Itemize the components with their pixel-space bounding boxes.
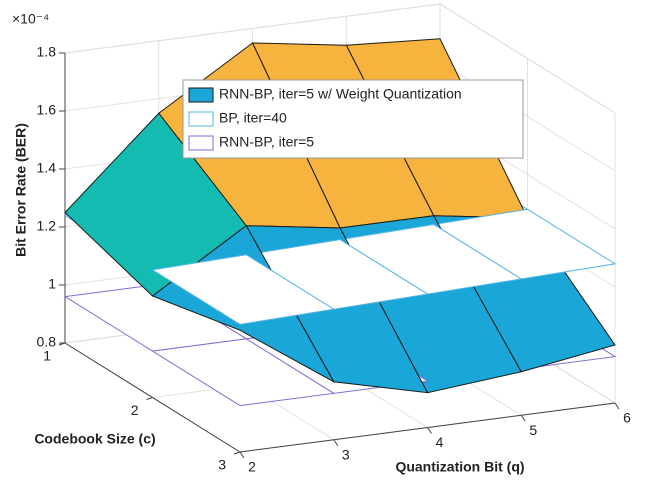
legend-swatch bbox=[188, 87, 214, 103]
z-exponent: ×10⁻⁴ bbox=[12, 11, 49, 27]
surface-face bbox=[151, 338, 336, 407]
legend-label: RNN-BP, iter=5 w/ Weight Quantization bbox=[219, 86, 462, 102]
y-tick bbox=[146, 397, 153, 400]
legend-swatch bbox=[188, 111, 214, 127]
x-tick bbox=[520, 414, 526, 422]
x-axis-label: Quantization Bit (q) bbox=[395, 459, 524, 475]
z-axis-label: Bit Error Rate (BER) bbox=[13, 123, 29, 257]
z-tick-label: 1.4 bbox=[37, 160, 57, 176]
y-tick-label: 3 bbox=[218, 457, 226, 473]
x-tick-label: 5 bbox=[529, 422, 537, 438]
x-tick-label: 4 bbox=[436, 434, 444, 450]
x-tick bbox=[239, 451, 245, 459]
z-tick-label: 1 bbox=[48, 276, 56, 292]
x-tick bbox=[427, 427, 432, 434]
legend-swatch bbox=[188, 135, 214, 151]
legend: RNN-BP, iter=5 w/ Weight Quantization BP,… bbox=[182, 79, 524, 159]
surface-face bbox=[151, 254, 336, 325]
x-tick-label: 3 bbox=[342, 446, 350, 462]
y-tick bbox=[233, 451, 241, 455]
x-tick bbox=[614, 402, 620, 410]
axis-line bbox=[64, 342, 241, 453]
axis-line bbox=[239, 402, 616, 453]
y-tick-label: 1 bbox=[43, 348, 51, 364]
legend-label: BP, iter=40 bbox=[219, 110, 287, 126]
y-tick bbox=[58, 342, 66, 346]
x-tick-label: 6 bbox=[623, 410, 631, 426]
x-tick-label: 2 bbox=[248, 459, 256, 475]
z-tick-label: 0.8 bbox=[37, 334, 57, 350]
y-axis-label: Codebook Size (c) bbox=[34, 431, 155, 447]
legend-box bbox=[182, 79, 524, 159]
legend-label: RNN-BP, iter=5 bbox=[219, 134, 314, 150]
x-tick bbox=[333, 439, 339, 447]
z-tick-label: 1.6 bbox=[37, 102, 57, 118]
z-tick-label: 1.2 bbox=[37, 218, 57, 234]
z-tick-label: 1.8 bbox=[37, 44, 57, 60]
y-tick-label: 2 bbox=[131, 402, 139, 418]
axis-lines bbox=[64, 53, 616, 453]
